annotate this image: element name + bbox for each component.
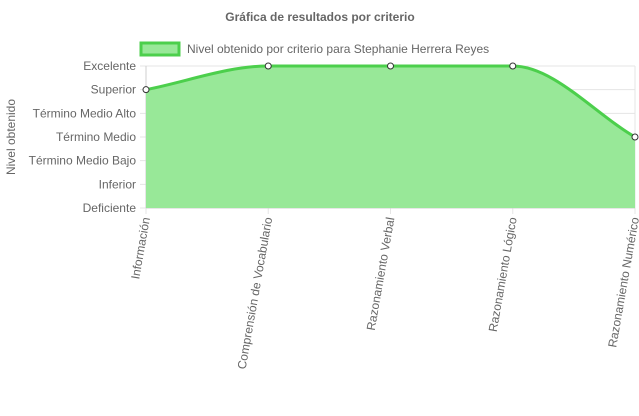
- y-tick-label: Deficiente: [83, 201, 137, 215]
- x-tick-label: Razonamiento Numérico: [605, 216, 639, 349]
- x-tick-label: Comprensión de Vocabulario: [235, 216, 276, 371]
- legend-swatch: [139, 41, 181, 57]
- data-point[interactable]: [631, 133, 639, 141]
- data-point[interactable]: [264, 62, 272, 70]
- y-tick-label: Término Medio Bajo: [29, 154, 137, 168]
- y-tick-labels: Deficiente Inferior Término Medio Bajo Térm…: [29, 59, 137, 215]
- y-tick-label: Término Medio: [56, 130, 136, 144]
- chart-title: Gráfica de resultados por criterio: [225, 10, 414, 24]
- legend[interactable]: Nivel obtenido por criterio para Stephan…: [139, 41, 489, 57]
- x-tick-label: Razonamiento Verbal: [364, 216, 398, 331]
- point-layer: [142, 62, 639, 141]
- y-tick-label: Inferior: [99, 177, 136, 191]
- series-area: [146, 66, 635, 208]
- y-tick-label: Excelente: [83, 59, 136, 73]
- x-tick-label: Razonamiento Lógico: [486, 216, 520, 333]
- data-point[interactable]: [509, 62, 517, 70]
- legend-label: Nivel obtenido por criterio para Stephan…: [187, 42, 489, 56]
- data-point[interactable]: [387, 62, 394, 70]
- area-layer: [145, 64, 636, 208]
- y-axis-title: Nivel obtenido: [4, 99, 18, 175]
- x-tick-labels: Información Comprensión de Vocabulario Raz…: [128, 216, 639, 371]
- y-tick-label: Superior: [91, 83, 136, 97]
- y-tick-label: Término Medio Alto: [33, 106, 137, 120]
- x-tick-label: Información: [128, 216, 153, 280]
- data-point[interactable]: [142, 86, 150, 94]
